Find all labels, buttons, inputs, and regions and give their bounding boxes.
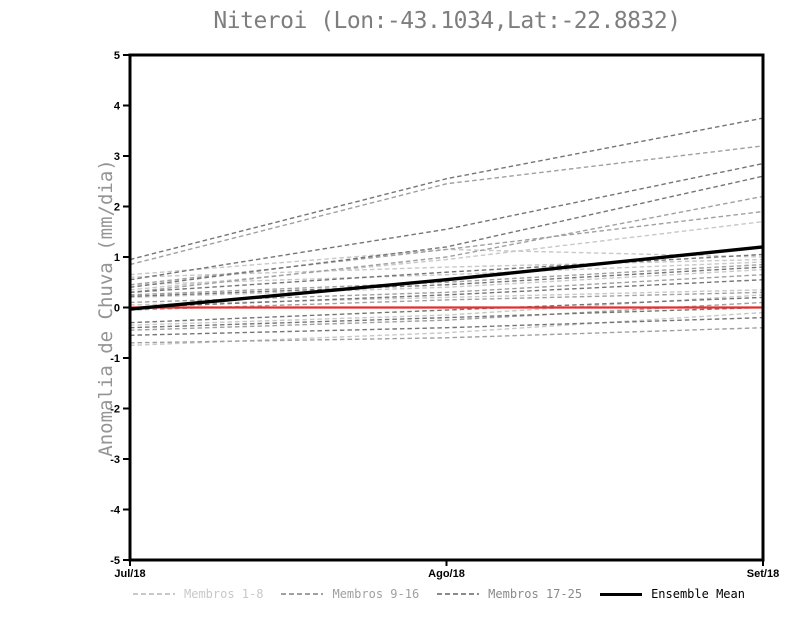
chart-title: Niteroi (Lon:-43.1034,Lat:-22.8832): [213, 8, 681, 34]
member-line: [129, 266, 764, 298]
member-line: [129, 296, 764, 324]
legend-label: Membros 1-8: [184, 587, 264, 601]
legend-item-ensemble-mean: Ensemble Mean: [600, 587, 745, 601]
y-tick-label: 2: [114, 202, 120, 214]
y-tick-label: -1: [110, 353, 120, 365]
member-line: [129, 210, 764, 286]
member-line: [129, 175, 764, 288]
member-line: [129, 327, 764, 344]
member-line: [129, 316, 764, 336]
legend: Membros 1-8 Membros 9-16 Membros 17-25 E…: [133, 587, 745, 601]
legend-label: Membros 17-25: [488, 587, 583, 601]
ensemble-mean-line: [129, 245, 764, 311]
y-tick-label: 1: [114, 252, 120, 264]
x-tick-label: Jul/18: [114, 568, 145, 580]
legend-item-membros-9-16: Membros 9-16: [281, 587, 419, 601]
member-line: [129, 253, 764, 294]
solid-line-sample: [600, 592, 643, 596]
member-line: [129, 279, 764, 309]
dashed-line-sample: [281, 593, 324, 595]
y-tick-label: -5: [110, 555, 120, 567]
legend-label: Ensemble Mean: [651, 587, 745, 601]
member-line: [129, 268, 764, 299]
y-tick-label: 0: [114, 303, 120, 315]
y-tick-label: 4: [114, 101, 121, 113]
member-line: [129, 195, 764, 294]
member-line: [129, 306, 764, 329]
x-tick-label: Set/18: [747, 568, 779, 580]
member-line: [129, 263, 764, 296]
dashed-line-sample: [437, 593, 480, 595]
member-line: [129, 248, 764, 276]
member-line: [129, 162, 764, 281]
x-tick-label: Ago/18: [428, 568, 465, 580]
legend-item-membros-1-8: Membros 1-8: [133, 587, 263, 601]
legend-label: Membros 9-16: [332, 587, 420, 601]
member-line: [129, 289, 764, 306]
legend-item-membros-17-25: Membros 17-25: [437, 587, 582, 601]
y-tick-label: -3: [110, 454, 120, 466]
dashed-line-sample: [133, 593, 175, 595]
y-tick-label: -4: [110, 505, 121, 517]
member-line: [129, 145, 764, 266]
member-line: [129, 261, 764, 286]
member-line: [129, 117, 764, 261]
y-tick-label: 5: [114, 50, 120, 62]
member-line: [129, 220, 764, 291]
y-tick-label: -2: [110, 404, 120, 416]
y-tick-label: 3: [114, 151, 120, 163]
